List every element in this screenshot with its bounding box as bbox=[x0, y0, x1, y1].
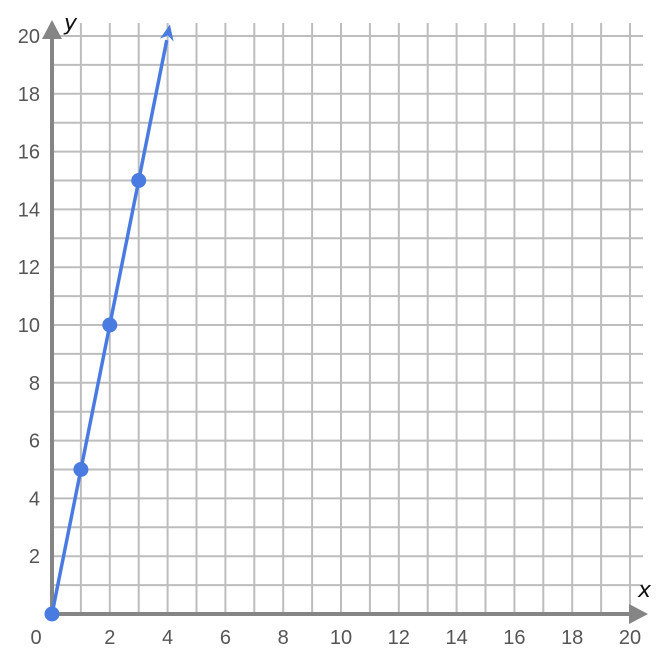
data-point bbox=[102, 317, 118, 333]
y-axis-arrow-icon bbox=[42, 20, 62, 39]
x-tick-label: 16 bbox=[503, 627, 525, 649]
y-tick-label: 20 bbox=[18, 26, 40, 48]
x-axis-label: x bbox=[637, 578, 652, 603]
data-point bbox=[73, 462, 89, 477]
x-tick-label: 10 bbox=[330, 627, 352, 649]
y-tick-label: 10 bbox=[18, 315, 40, 337]
x-tick-label: 14 bbox=[445, 627, 467, 649]
y-axis-label: y bbox=[63, 11, 78, 36]
y-tick-label: 2 bbox=[29, 546, 40, 568]
tick-labels: 0 2 4 6 8 10 12 14 16 18 20 2 4 6 8 10 12 14 16 18 20 bbox=[18, 26, 641, 649]
y-tick-label: 14 bbox=[18, 199, 40, 221]
x-tick-label: 4 bbox=[162, 627, 173, 649]
x-tick-label: 2 bbox=[104, 627, 115, 649]
data-point bbox=[44, 606, 60, 622]
y-tick-label: 4 bbox=[29, 488, 40, 510]
x-tick-label: 12 bbox=[388, 627, 410, 649]
x-tick-label: 6 bbox=[220, 627, 231, 649]
x-axis-arrow-icon bbox=[629, 604, 648, 624]
x-tick-label: 0 bbox=[30, 627, 41, 649]
series-arrow-icon bbox=[159, 24, 174, 42]
y-tick-label: 8 bbox=[29, 373, 40, 395]
grid bbox=[52, 23, 643, 614]
y-tick-label: 12 bbox=[18, 257, 40, 279]
y-tick-label: 6 bbox=[29, 431, 40, 453]
y-tick-label: 18 bbox=[18, 84, 40, 106]
x-tick-label: 20 bbox=[619, 627, 641, 649]
x-tick-label: 18 bbox=[561, 627, 583, 649]
axes bbox=[42, 20, 648, 624]
x-tick-label: 8 bbox=[278, 627, 289, 649]
y-tick-label: 16 bbox=[18, 142, 40, 164]
series bbox=[44, 24, 174, 622]
data-point bbox=[131, 173, 147, 188]
